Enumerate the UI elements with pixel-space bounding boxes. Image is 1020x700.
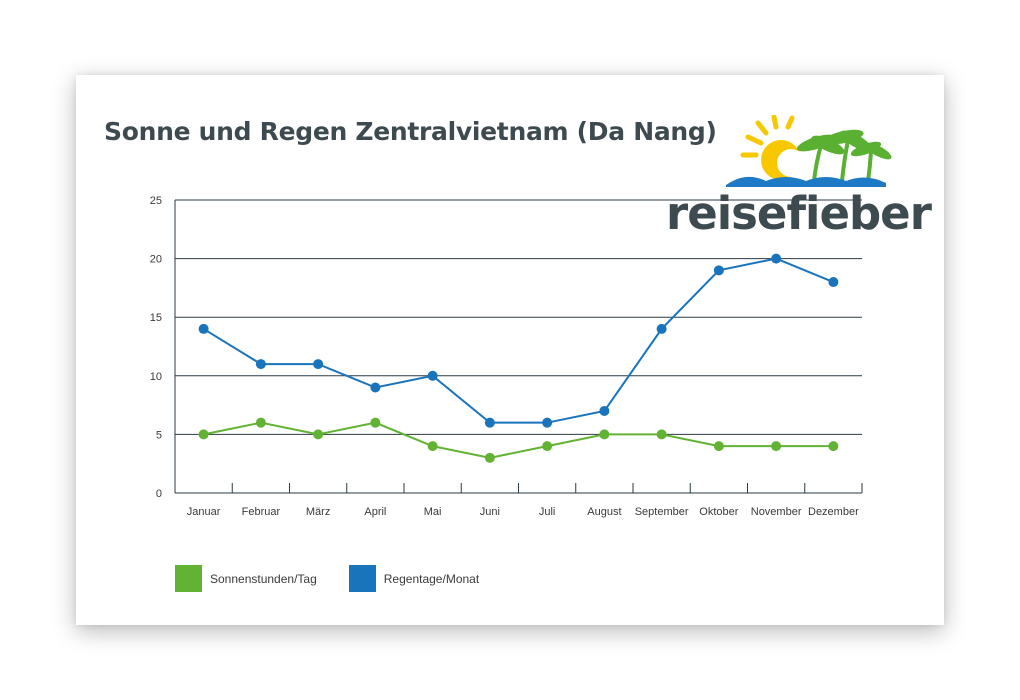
y-tick-label: 20	[150, 254, 162, 266]
y-tick-label: 0	[156, 488, 162, 500]
x-tick-label: Oktober	[699, 506, 738, 518]
reisefieber-logo: reisefieber	[666, 114, 932, 240]
data-point	[484, 452, 495, 463]
data-point	[542, 417, 553, 428]
data-point	[370, 382, 381, 393]
x-tick-label: Januar	[187, 506, 221, 518]
x-tick-label: Mai	[424, 506, 442, 518]
data-point	[771, 441, 782, 452]
data-point	[255, 359, 266, 370]
data-point	[198, 323, 209, 334]
data-point	[713, 441, 724, 452]
data-point	[542, 441, 553, 452]
data-point	[484, 417, 495, 428]
x-tick-label: September	[635, 506, 689, 518]
x-tick-label: März	[306, 506, 330, 518]
data-point	[828, 277, 839, 288]
data-point	[656, 323, 667, 334]
data-point	[313, 359, 324, 370]
data-point	[599, 429, 610, 440]
x-tick-label: Juni	[480, 506, 500, 518]
data-point	[313, 429, 324, 440]
legend-item-rain: Regentage/Monat	[348, 565, 480, 592]
legend-label-sun: Sonnenstunden/Tag	[210, 571, 317, 586]
sun-palm-icon	[726, 114, 892, 187]
x-tick-label: Juli	[539, 506, 556, 518]
data-point	[828, 441, 839, 452]
y-tick-label: 25	[150, 195, 162, 207]
y-tick-label: 5	[156, 429, 162, 441]
legend-swatch-rain	[348, 565, 376, 592]
x-tick-label: Februar	[242, 506, 281, 518]
legend-swatch-sun	[175, 565, 202, 592]
data-point	[255, 417, 266, 428]
legend-item-sun: Sonnenstunden/Tag	[175, 565, 317, 592]
x-tick-label: Dezember	[808, 506, 859, 518]
x-tick-label: April	[364, 506, 386, 518]
data-point	[427, 370, 438, 381]
series-line	[203, 421, 834, 459]
data-point	[427, 441, 438, 452]
data-point	[771, 253, 782, 264]
x-tick-label: November	[751, 506, 802, 518]
legend-label-rain: Regentage/Monat	[383, 571, 480, 586]
chart-card: Sonne und Regen Zentralvietnam (Da Nang)…	[76, 75, 944, 625]
chart-title: Sonne und Regen Zentralvietnam (Da Nang)	[104, 117, 717, 146]
data-point	[198, 429, 209, 440]
series-line	[203, 257, 834, 424]
x-tick-label: August	[587, 506, 621, 518]
data-point	[713, 265, 724, 276]
y-tick-label: 10	[150, 371, 162, 383]
y-tick-label: 15	[150, 312, 162, 324]
data-point	[599, 405, 610, 416]
logo-wordmark: reisefieber	[666, 187, 932, 240]
data-point	[370, 417, 381, 428]
line-chart: 0 5 10 15 20 25 Januar Februar März April Mai Juni J…	[150, 195, 863, 518]
chart-legend: Sonnenstunden/Tag Regentage/Monat	[175, 565, 511, 592]
data-point	[656, 429, 667, 440]
